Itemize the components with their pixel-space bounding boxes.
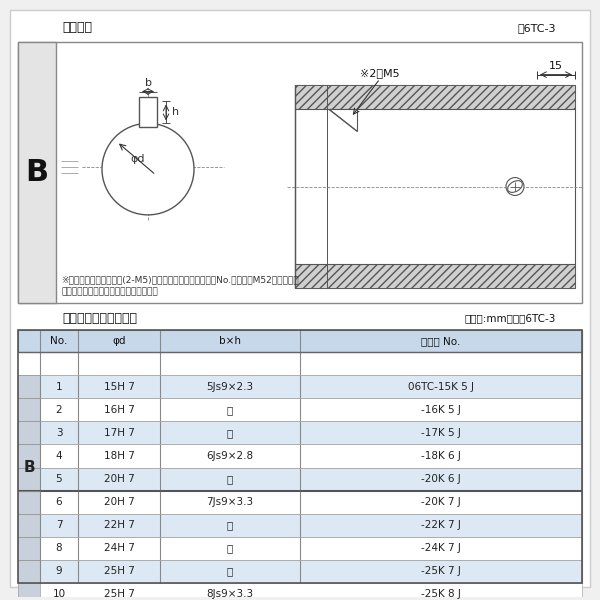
Text: h: h: [172, 107, 179, 118]
Text: 15H 7: 15H 7: [104, 382, 134, 392]
Bar: [18, 445, 40, 467]
Text: 18H 7: 18H 7: [104, 451, 134, 461]
Bar: [18, 330, 582, 352]
Bar: [295, 263, 575, 289]
Text: 24H 7: 24H 7: [104, 544, 134, 553]
Text: 06TC-15K 5 J: 06TC-15K 5 J: [408, 382, 474, 392]
Text: -20K 7 J: -20K 7 J: [421, 497, 461, 507]
Bar: [40, 398, 582, 421]
Text: 8: 8: [56, 544, 62, 553]
Text: 8Js9×3.3: 8Js9×3.3: [206, 589, 254, 599]
Text: 軸穴形状コード一覧表: 軸穴形状コード一覧表: [62, 312, 137, 325]
Text: -25K 8 J: -25K 8 J: [421, 589, 461, 599]
Text: 3: 3: [56, 428, 62, 438]
Bar: [18, 537, 40, 560]
Ellipse shape: [508, 181, 523, 193]
Text: 〃: 〃: [227, 405, 233, 415]
Text: B: B: [23, 460, 35, 475]
Text: ※セットボルト用タップ(2-M5)が必要な場合は右記コードNo.の末尾にM52を付ける。: ※セットボルト用タップ(2-M5)が必要な場合は右記コードNo.の末尾にM52を…: [61, 275, 299, 284]
Bar: [40, 375, 582, 398]
Text: b×h: b×h: [219, 336, 241, 346]
Bar: [18, 421, 40, 445]
Text: 〃: 〃: [227, 544, 233, 553]
Text: 7Js9×3.3: 7Js9×3.3: [206, 497, 254, 507]
Text: 軸穴形状: 軸穴形状: [62, 22, 92, 34]
Bar: [40, 514, 582, 537]
Text: 5: 5: [56, 474, 62, 484]
Text: 〃: 〃: [227, 474, 233, 484]
Text: 7: 7: [56, 520, 62, 530]
Bar: [295, 109, 575, 263]
Text: -22K 7 J: -22K 7 J: [421, 520, 461, 530]
Text: （単位:mm）　表6TC-3: （単位:mm） 表6TC-3: [464, 313, 556, 323]
Bar: [18, 560, 40, 583]
Text: 〃: 〃: [227, 520, 233, 530]
Bar: [18, 491, 40, 514]
Text: 図6TC-3: 図6TC-3: [517, 23, 556, 33]
Bar: [18, 375, 40, 398]
Text: -17K 5 J: -17K 5 J: [421, 428, 461, 438]
Text: 9: 9: [56, 566, 62, 577]
Text: 17H 7: 17H 7: [104, 428, 134, 438]
Circle shape: [102, 124, 194, 215]
Bar: [295, 263, 575, 289]
Bar: [18, 398, 40, 421]
Bar: [18, 514, 40, 537]
Text: コード No.: コード No.: [421, 336, 461, 346]
Text: -16K 5 J: -16K 5 J: [421, 405, 461, 415]
Polygon shape: [329, 109, 357, 131]
Bar: [18, 42, 582, 304]
Text: 20H 7: 20H 7: [104, 474, 134, 484]
Bar: [139, 97, 157, 127]
Text: 20H 7: 20H 7: [104, 497, 134, 507]
Bar: [18, 42, 56, 304]
Text: 2: 2: [56, 405, 62, 415]
Bar: [40, 537, 582, 560]
Text: φd: φd: [112, 336, 126, 346]
Text: 15: 15: [549, 61, 563, 71]
Bar: [18, 330, 582, 583]
Text: （セットボルトは付属されています。）: （セットボルトは付属されています。）: [61, 287, 158, 296]
Text: -20K 6 J: -20K 6 J: [421, 474, 461, 484]
Text: ※2－M5: ※2－M5: [360, 68, 400, 77]
Bar: [40, 491, 582, 514]
Text: φd: φd: [131, 154, 145, 164]
Text: 22H 7: 22H 7: [104, 520, 134, 530]
Text: 〃: 〃: [227, 566, 233, 577]
Text: -18K 6 J: -18K 6 J: [421, 451, 461, 461]
Text: No.: No.: [50, 336, 68, 346]
Text: 〃: 〃: [227, 428, 233, 438]
Circle shape: [506, 178, 524, 196]
Bar: [40, 421, 582, 445]
Text: -25K 7 J: -25K 7 J: [421, 566, 461, 577]
Text: 6Js9×2.8: 6Js9×2.8: [206, 451, 254, 461]
Text: -24K 7 J: -24K 7 J: [421, 544, 461, 553]
Bar: [295, 85, 575, 109]
Text: 5Js9×2.3: 5Js9×2.3: [206, 382, 254, 392]
Text: 25H 7: 25H 7: [104, 589, 134, 599]
Text: 1: 1: [56, 382, 62, 392]
Bar: [40, 560, 582, 583]
Bar: [18, 583, 40, 600]
Bar: [40, 467, 582, 491]
Text: B: B: [25, 158, 49, 187]
Text: 6: 6: [56, 497, 62, 507]
Text: 10: 10: [52, 589, 65, 599]
Bar: [40, 583, 582, 600]
Text: b: b: [145, 77, 151, 88]
Bar: [295, 85, 575, 109]
Bar: [40, 445, 582, 467]
Bar: [18, 467, 40, 491]
Text: 4: 4: [56, 451, 62, 461]
Text: 16H 7: 16H 7: [104, 405, 134, 415]
Text: 25H 7: 25H 7: [104, 566, 134, 577]
